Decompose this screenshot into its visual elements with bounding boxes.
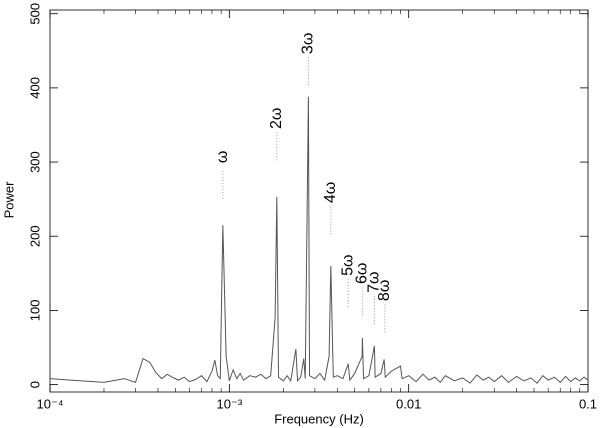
harmonic-label: ω <box>214 151 231 164</box>
x-tick-label: 0.1 <box>579 396 597 411</box>
harmonic-label: 2ω <box>268 108 285 129</box>
x-tick-label: 0.01 <box>396 396 421 411</box>
harmonic-label: 5ω <box>339 254 356 275</box>
x-axis-label: Frequency (Hz) <box>274 411 364 426</box>
plot-frame <box>49 9 589 393</box>
harmonic-label: 6ω <box>354 263 371 284</box>
y-axis-label: Power <box>1 181 16 219</box>
y-tick-label: 0 <box>27 381 42 388</box>
y-tick-label: 500 <box>27 3 42 25</box>
harmonic-label: 7ω <box>366 272 383 293</box>
y-tick-label: 100 <box>27 300 42 322</box>
y-tick-label: 300 <box>27 151 42 173</box>
harmonic-label: 3ω <box>300 33 317 54</box>
x-tick-label: 10⁻⁴ <box>37 396 64 411</box>
spectrum-line <box>49 96 589 384</box>
y-tick-label: 200 <box>27 225 42 247</box>
x-tick-label: 10⁻³ <box>217 396 243 411</box>
harmonic-label: 4ω <box>322 182 339 203</box>
y-tick-label: 400 <box>27 77 42 99</box>
harmonic-label: 8ω <box>376 280 393 301</box>
